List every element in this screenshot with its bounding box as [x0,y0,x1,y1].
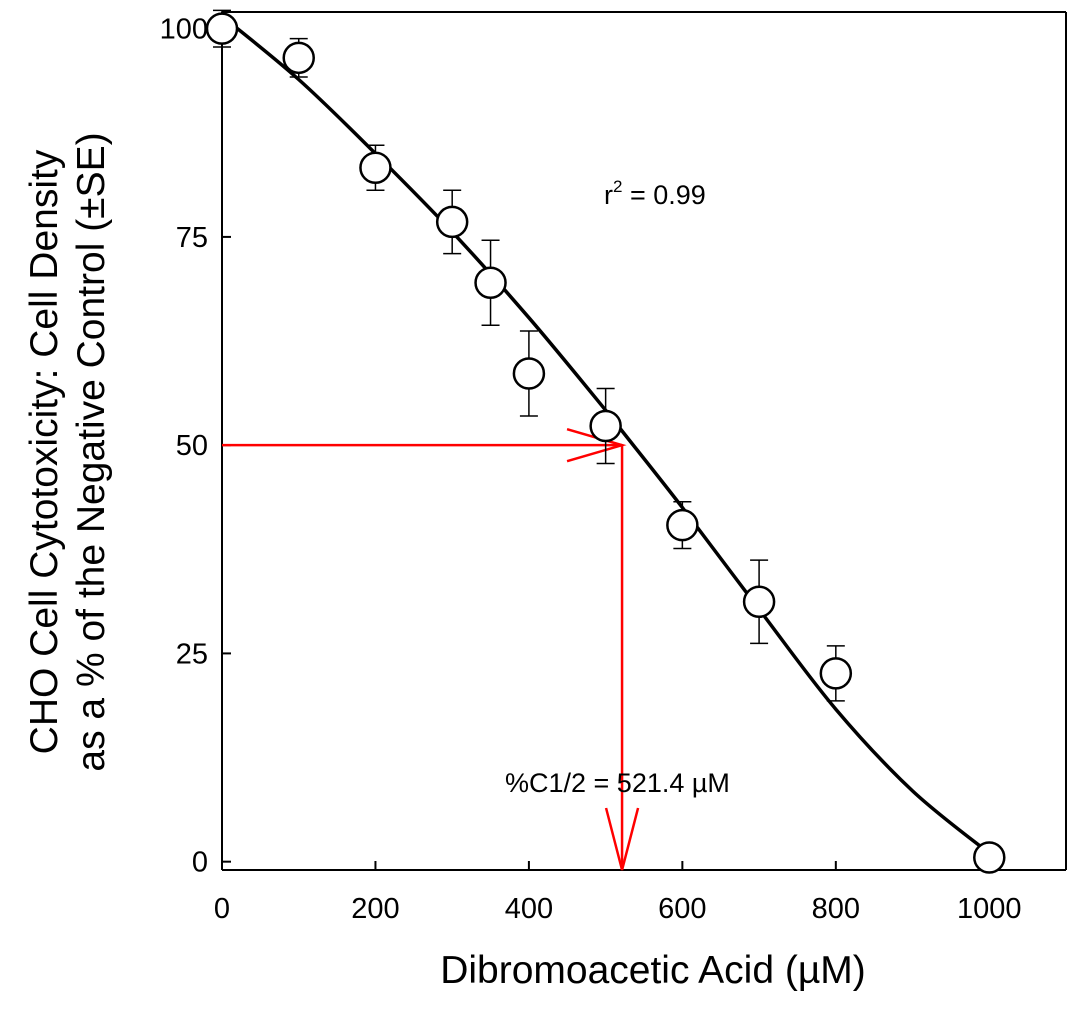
data-points [205,12,1006,874]
y-tick-label: 50 [176,430,208,462]
x-tick-label: 200 [351,893,399,925]
plot-frame [221,11,1067,871]
y-tick-label: 25 [176,638,208,670]
data-point [205,12,239,45]
r-squared-value: = 0.99 [622,180,705,210]
lc50-vertical-arrowhead [604,807,640,871]
data-point [819,657,853,690]
data-point [474,266,507,299]
r-squared-prefix: r [604,180,613,210]
x-tick-label: 800 [812,893,860,925]
r-squared-annotation: r2 = 0.99 [604,177,706,210]
x-tick-label: 0 [214,893,230,925]
data-point [512,357,546,390]
y-axis-ticks: 0 25 50 75 100 [160,14,231,879]
lc50-arrows [222,427,640,871]
y-tick-label: 100 [160,14,208,46]
x-tick-label: 600 [658,893,706,925]
data-point [282,41,315,75]
data-point [359,151,392,185]
x-tick-label: 1000 [957,893,1022,925]
data-point [589,409,622,443]
data-point [742,585,776,619]
data-point [973,841,1006,874]
data-point [666,508,699,542]
y-axis-title-line2: as a % of the Negative Control (±SE) [70,132,113,771]
x-tick-label: 400 [505,893,553,925]
data-point [435,205,469,239]
x-axis-title: Dibromoacetic Acid (µM) [440,949,866,992]
y-tick-label: 0 [192,847,208,879]
r-squared-superscript: 2 [613,177,622,196]
y-tick-label: 75 [176,222,208,254]
lc50-label: %C1/2 = 521.4 µM [505,768,730,798]
y-axis-title-line1: CHO Cell Cytotoxicity: Cell Density [23,149,66,754]
